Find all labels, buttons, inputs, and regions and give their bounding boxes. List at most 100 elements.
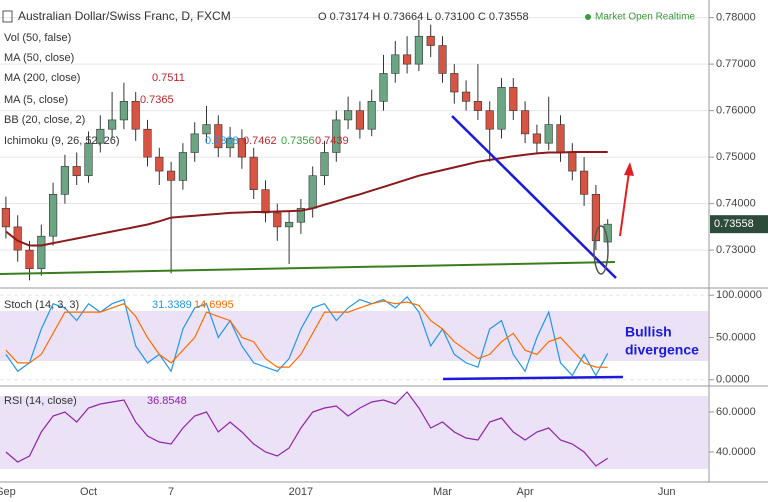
candle-body [119,101,128,121]
candle-body [462,91,471,102]
candle-body [261,189,270,214]
highlight-ellipse [593,225,609,275]
rsi-band [0,396,708,469]
candle-body [344,110,353,121]
candle-body [131,101,140,130]
candle-body [367,101,376,130]
plot-area [0,17,708,467]
candle-body [403,54,412,65]
legend: Vol (50, false) [4,32,71,44]
legend-value: 0.7511 [152,72,185,84]
legend: MA (50, close) [4,52,74,64]
candle-body [60,166,69,195]
price-label-box [710,215,768,234]
arrow-head [624,162,634,176]
legend: Stoch (14, 3, 3) [4,299,79,311]
y-tick-label: 0.0000 [716,374,750,386]
legend: MA (200, close) [4,72,80,84]
line-series [5,300,608,368]
candle-body [226,138,235,149]
x-tick-label: 7 [168,486,174,498]
legend: Ichimoku (9, 26, 52, 26) [4,135,120,147]
legend-value: 0.7462 [243,135,277,147]
candle-body [49,194,58,237]
x-tick-label: 2017 [289,486,313,498]
y-tick-label: 0.78000 [716,12,756,24]
candle-body [84,142,93,177]
y-tick-label: 40.0000 [716,446,756,458]
candle-body [509,87,518,111]
candle-body [167,170,176,181]
legend-value: 0.7439 [315,135,349,147]
candle-body [108,119,117,130]
y-tick-label: 0.77000 [716,58,756,70]
candle-body [521,110,530,135]
candle-body [580,170,589,195]
candle-body [143,128,152,158]
title: Australian Dollar/Swiss Franc, D, FXCM [18,9,231,23]
icon [2,10,13,23]
line-series [5,391,609,467]
support-line [0,261,616,275]
candle-body [355,110,364,130]
candle-body [155,156,164,172]
candle-body [497,87,506,130]
arrow [619,171,630,237]
legend-value: 0.7356 [281,135,315,147]
candle-body [426,35,435,46]
candle-body [332,119,341,153]
annotation: Bullish [625,324,672,340]
y-tick-label: 100.0000 [716,289,762,301]
x-tick-label: Sep [0,486,16,498]
candle-body [237,138,246,158]
status: Market Open Realtime [595,12,695,23]
candle-body [556,124,565,153]
y-tick-label: 0.76000 [716,105,756,117]
x-tick-label: Mar [433,486,452,498]
candle-body [320,152,329,177]
candle-body [308,175,317,209]
candle-body [568,152,577,172]
legend-value: 36.8548 [147,395,187,407]
candle-body [414,35,423,65]
candle-body [391,54,400,74]
candle-body [379,73,388,102]
x-tick-label: Jun [658,486,676,498]
candle-body [37,235,46,270]
candle-body [591,194,600,242]
x-tick-label: Apr [517,486,534,498]
y-tick-label: 50.0000 [716,331,756,343]
candle-body [544,124,553,144]
candle-body [249,156,258,190]
candle-body [532,133,541,144]
divergence-line [442,375,624,381]
candle-body [178,152,187,181]
legend-value: 14.6995 [194,299,234,311]
legend: RSI (14, close) [4,395,77,407]
line-series [5,151,608,247]
legend: BB (20, close, 2) [4,114,85,126]
candle-body [296,207,305,223]
y-tick-label: 0.74000 [716,198,756,210]
candle-body [214,124,223,149]
candle-body [438,45,447,74]
stoch-band [0,311,708,361]
candle-body [273,212,282,228]
legend-value: 0.7388 [205,135,239,147]
candle-body [285,221,294,228]
x-tick-label: Oct [80,486,97,498]
candle-body [96,128,105,144]
y-tick-label: 0.73000 [716,244,756,256]
candle-body [190,133,199,153]
legend-value: 0.7365 [140,94,174,106]
ohlc: O 0.73174 H 0.73664 L 0.73100 C 0.73558 [318,11,529,23]
candle-body [1,207,10,228]
candle-body [72,166,81,177]
candle-body [25,249,34,270]
candle-body [202,124,211,135]
y-tick-label: 0.75000 [716,151,756,163]
price-label: 0.73558 [714,218,754,230]
candle-body [473,101,482,111]
